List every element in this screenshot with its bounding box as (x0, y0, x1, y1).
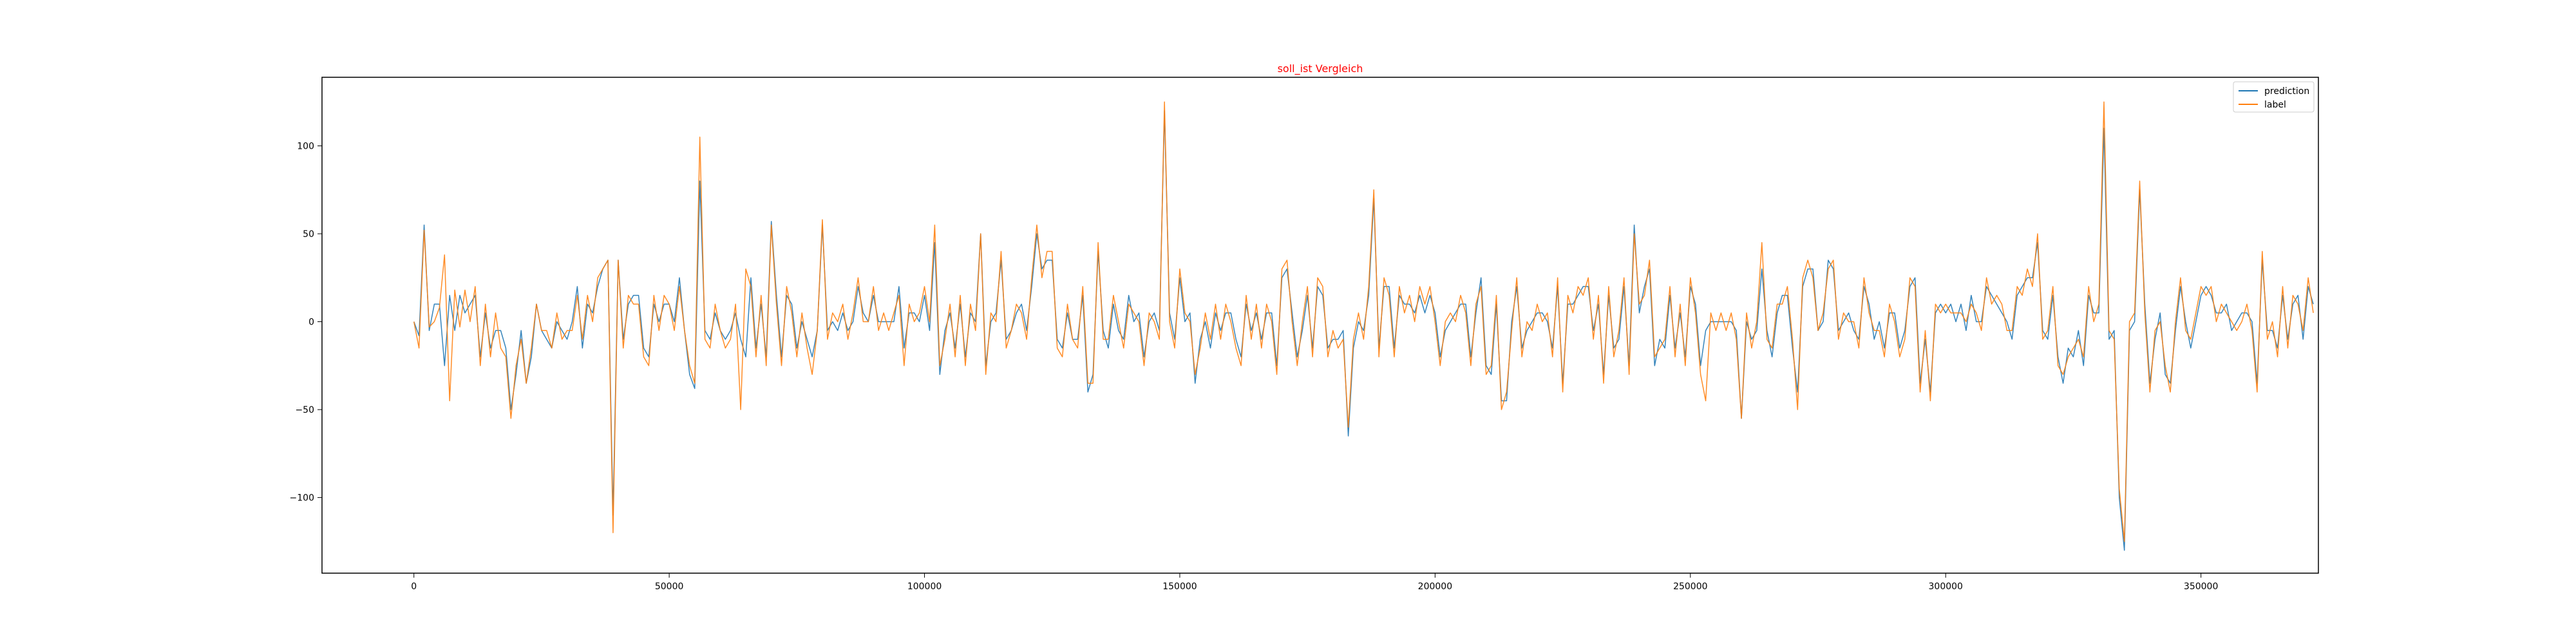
series-line-label (413, 101, 2314, 542)
legend-label-prediction: prediction (2264, 86, 2309, 97)
x-axis: 0 50000 100000 150000 200000 250000 300000 3500… (411, 573, 2218, 592)
x-tick-label: 0 (411, 582, 417, 592)
series-line-prediction (413, 110, 2314, 551)
y-tick-label: 100 (297, 141, 314, 151)
x-tick-label: 250000 (1673, 582, 1707, 592)
x-tick-label: 300000 (1929, 582, 1963, 592)
y-axis: −100 −50 0 50 100 (290, 141, 322, 504)
x-tick-label: 200000 (1418, 582, 1452, 592)
y-tick-label: −50 (295, 405, 314, 415)
legend: prediction label (2233, 81, 2315, 113)
y-tick-label: 0 (308, 317, 314, 328)
chart-title: soll_ist Vergleich (1278, 62, 1363, 75)
y-tick-label: 50 (303, 229, 314, 240)
y-tick-label: −100 (290, 493, 314, 504)
x-tick-label: 350000 (2184, 582, 2218, 592)
plot-frame (321, 77, 2319, 574)
x-tick-label: 150000 (1162, 582, 1197, 592)
x-tick-label: 50000 (655, 582, 684, 592)
legend-label-label: label (2264, 100, 2286, 110)
series-layer (413, 101, 2314, 551)
x-tick-label: 100000 (907, 582, 942, 592)
